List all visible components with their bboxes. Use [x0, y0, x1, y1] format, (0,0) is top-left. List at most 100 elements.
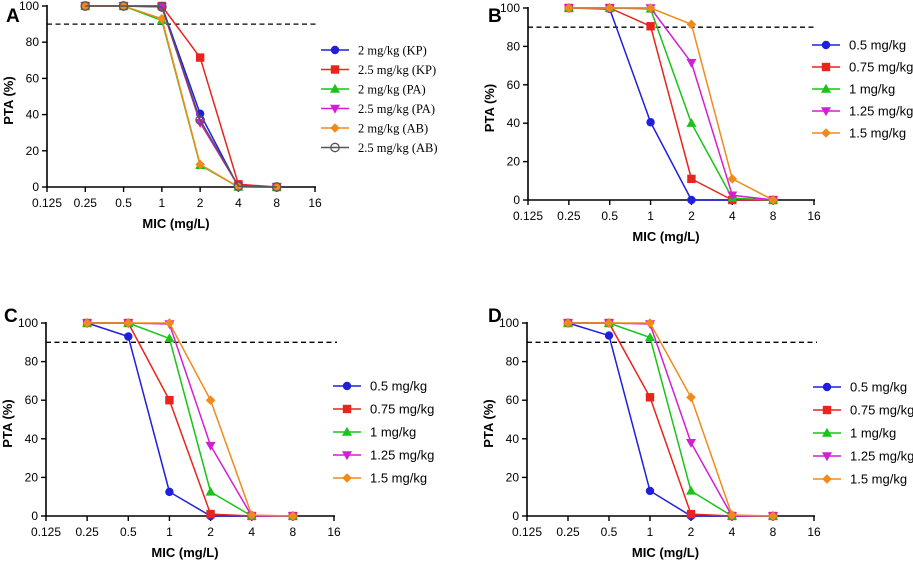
data-point-c-3 — [205, 441, 216, 451]
x-tick-label-b: 0.125 — [513, 209, 543, 223]
series-line-a-3 — [85, 5, 277, 188]
data-point-c-4 — [82, 318, 92, 328]
legend-label-a: 2.5 mg/kg (AB) — [358, 141, 438, 155]
series-c-2 — [82, 317, 298, 520]
legend-label-a: 2.5 mg/kg (PA) — [358, 102, 435, 116]
series-line-c-0 — [86, 322, 293, 517]
x-tick-label-b: 2 — [688, 209, 695, 223]
legend-marker-b — [821, 40, 831, 50]
data-point-b-4 — [604, 3, 615, 13]
legend-label-a: 2 mg/kg (PA) — [358, 83, 426, 97]
data-point-b-0 — [646, 118, 655, 127]
series-c-4 — [82, 318, 298, 521]
legend-marker-d — [822, 474, 832, 484]
legend-label-c: 1.25 mg/kg — [370, 448, 434, 463]
legend-label-a: 2 mg/kg (KP) — [358, 44, 427, 58]
legend-label-a: 2 mg/kg (AB) — [358, 122, 428, 136]
data-point-d-0 — [645, 486, 655, 496]
data-point-b-4 — [564, 3, 574, 13]
x-axis-title-d: MIC (mg/L) — [632, 545, 699, 560]
data-point-c-4 — [205, 395, 216, 405]
data-point-d-2 — [686, 485, 696, 495]
x-tick-label-b: 0.25 — [557, 209, 581, 223]
series-line-a-2 — [85, 5, 277, 188]
data-point-d-1 — [645, 393, 655, 402]
x-tick-label-d: 4 — [729, 525, 736, 539]
panel-letter-a: A — [6, 6, 20, 27]
data-point-d-4 — [563, 318, 573, 328]
y-tick-label-a: 60 — [26, 71, 40, 85]
series-line-c-4 — [87, 322, 293, 517]
data-point-c-2 — [164, 333, 175, 343]
y-tick-label-a: 100 — [19, 0, 39, 13]
series-a-5 — [80, 1, 282, 192]
legend-label-c: 1 mg/kg — [370, 425, 416, 440]
legend-label-d: 0.75 mg/kg — [850, 403, 913, 418]
y-tick-label-a: 40 — [26, 108, 40, 122]
legend-marker-c — [342, 473, 352, 483]
panel-a: A 0.125 0.25 0.5 1 2 4 8 16 0 20 40 60 80 100 MIC (mg/L… — [1, 0, 438, 231]
x-tick-label-c: 8 — [290, 525, 297, 539]
series-line-d-2 — [568, 322, 773, 517]
x-tick-label-d: 2 — [688, 525, 695, 539]
x-tick-label-b: 16 — [807, 209, 821, 223]
y-axis-title-b: PTA (%) — [482, 84, 497, 132]
y-tick-label-c: 60 — [25, 393, 39, 407]
x-tick-label-a: 0.125 — [32, 196, 62, 210]
y-tick-label-d: 20 — [506, 470, 520, 484]
y-tick-label-c: 20 — [25, 470, 39, 484]
legend-marker-a — [330, 83, 340, 93]
series-c-3 — [82, 319, 298, 522]
data-point-a-1 — [195, 53, 205, 62]
data-point-c-4 — [164, 318, 175, 328]
legend-marker-a — [330, 104, 340, 114]
data-point-a-3 — [195, 119, 206, 128]
legend-label-b: 0.5 mg/kg — [849, 38, 906, 53]
series-d-2 — [563, 317, 778, 520]
x-tick-label-d: 1 — [647, 525, 654, 539]
x-axis-title-b: MIC (mg/L) — [632, 229, 699, 244]
data-point-b-4 — [727, 174, 738, 184]
legend-label-d: 0.5 mg/kg — [850, 380, 907, 395]
series-line-a-4 — [85, 5, 277, 188]
x-tick-label-d: 8 — [770, 525, 777, 539]
data-point-a-5 — [195, 115, 205, 125]
y-axis-title-c: PTA (%) — [0, 399, 15, 447]
x-tick-label-a: 8 — [273, 196, 280, 210]
data-point-b-3 — [686, 59, 697, 68]
y-tick-label-d: 0 — [512, 509, 519, 523]
x-tick-label-d: 0.25 — [556, 525, 580, 539]
series-d-3 — [563, 319, 778, 522]
legend-label-a: 2.5 mg/kg (KP) — [358, 63, 436, 77]
data-point-b-2 — [686, 118, 697, 127]
data-point-b-4 — [645, 3, 656, 13]
series-d-0 — [563, 318, 778, 521]
legend-marker-d — [822, 405, 832, 415]
legend-marker-d — [822, 427, 832, 437]
legend-a: 2 mg/kg (KP) 2.5 mg/kg (KP) 2 mg/kg (PA) 2.… — [321, 44, 438, 155]
legend-marker-d — [822, 452, 832, 462]
x-tick-label-a: 1 — [159, 196, 166, 210]
x-tick-label-b: 0.5 — [601, 209, 618, 223]
y-tick-label-b: 20 — [507, 155, 521, 169]
series-line-c-2 — [87, 322, 293, 517]
data-point-d-4 — [768, 511, 778, 521]
data-point-a-5 — [233, 181, 244, 191]
data-point-d-0 — [604, 331, 614, 340]
data-point-d-4 — [645, 318, 655, 328]
series-d-4 — [563, 318, 778, 521]
data-point-b-1 — [646, 22, 655, 31]
y-tick-label-c: 40 — [25, 432, 39, 446]
data-point-c-4 — [288, 511, 298, 521]
series-line-d-0 — [567, 322, 773, 517]
series-line-d-3 — [568, 322, 773, 517]
y-tick-label-d: 40 — [506, 432, 520, 446]
legend-label-d: 1 mg/kg — [850, 426, 896, 441]
x-tick-label-c: 0.5 — [120, 525, 137, 539]
legend-c: 0.5 mg/kg 0.75 mg/kg 1 mg/kg 1.25 mg/kg 1.5 … — [333, 379, 434, 486]
data-point-c-0 — [124, 332, 133, 341]
x-tick-label-d: 16 — [807, 525, 821, 539]
legend-label-b: 1.5 mg/kg — [849, 126, 906, 141]
y-tick-label-d: 60 — [506, 393, 520, 407]
